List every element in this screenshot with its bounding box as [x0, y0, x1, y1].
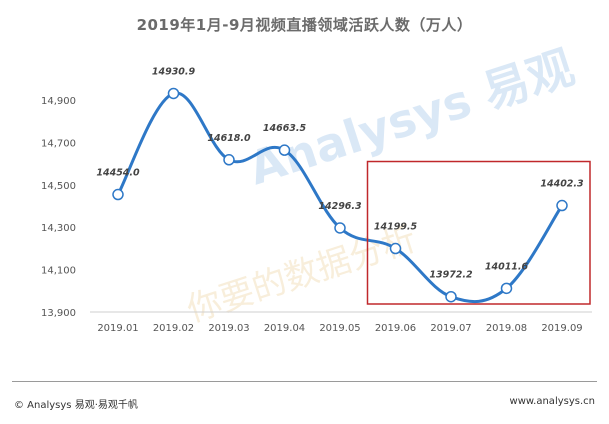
data-label: 14011.6: [485, 261, 529, 272]
data-label: 13972.2: [429, 270, 473, 281]
x-axis: 2019.01 2019.02 2019.03 2019.04 2019.05 2019.…: [97, 323, 582, 334]
data-label: 14296.3: [318, 201, 362, 212]
data-point: [112, 188, 124, 201]
y-tick-label: 13,900: [41, 308, 76, 319]
data-label: 14402.3: [540, 179, 584, 190]
x-tick-label: 2019.08: [486, 323, 527, 334]
data-label: 14618.0: [207, 133, 251, 144]
footer-divider: [12, 381, 597, 382]
data-label: 14199.5: [374, 222, 418, 233]
x-tick-label: 2019.07: [430, 323, 471, 334]
footer-source: © Analysys 易观·易观千帆: [14, 400, 138, 411]
data-labels: 14454.0 14930.9 14618.0 14663.5 14296.3 14199…: [96, 66, 584, 280]
data-point: [167, 87, 180, 100]
data-label: 14930.9: [152, 66, 196, 77]
x-tick-label: 2019.03: [208, 323, 249, 334]
footer-url: www.analysys.cn: [509, 396, 595, 407]
x-tick-label: 2019.02: [153, 323, 194, 334]
watermark-brand: Analysys 易观: [242, 40, 580, 196]
y-tick-label: 14,300: [41, 223, 76, 234]
chart-title: 2019年1月-9月视频直播领域活跃人数（万人）: [136, 16, 473, 34]
data-point: [556, 199, 568, 212]
x-tick-label: 2019.04: [264, 323, 305, 334]
data-label: 14454.0: [96, 168, 140, 179]
data-label: 14663.5: [263, 123, 307, 134]
data-point: [334, 222, 346, 234]
data-point: [445, 290, 457, 303]
highlight-box: [366, 160, 591, 305]
y-tick-label: 14,100: [41, 266, 76, 277]
data-point: [223, 154, 235, 166]
x-tick-label: 2019.06: [375, 323, 416, 334]
watermark-slogan: 你要的数据分析: [182, 219, 421, 331]
watermark: Analysys 易观 你要的数据分析: [182, 40, 580, 331]
data-point: [278, 144, 291, 156]
x-tick-label: 2019.01: [97, 323, 138, 334]
series-line: [116, 91, 564, 304]
y-tick-label: 14,500: [41, 181, 76, 192]
y-tick-label: 14,900: [41, 96, 76, 107]
data-points: [112, 87, 568, 303]
y-tick-label: 14,700: [41, 138, 76, 149]
data-point: [500, 282, 513, 295]
data-point: [389, 242, 402, 255]
x-tick-label: 2019.09: [541, 323, 582, 334]
y-axis: 13,900 14,100 14,300 14,500 14,700 14,900: [41, 96, 76, 319]
x-tick-label: 2019.05: [319, 323, 360, 334]
